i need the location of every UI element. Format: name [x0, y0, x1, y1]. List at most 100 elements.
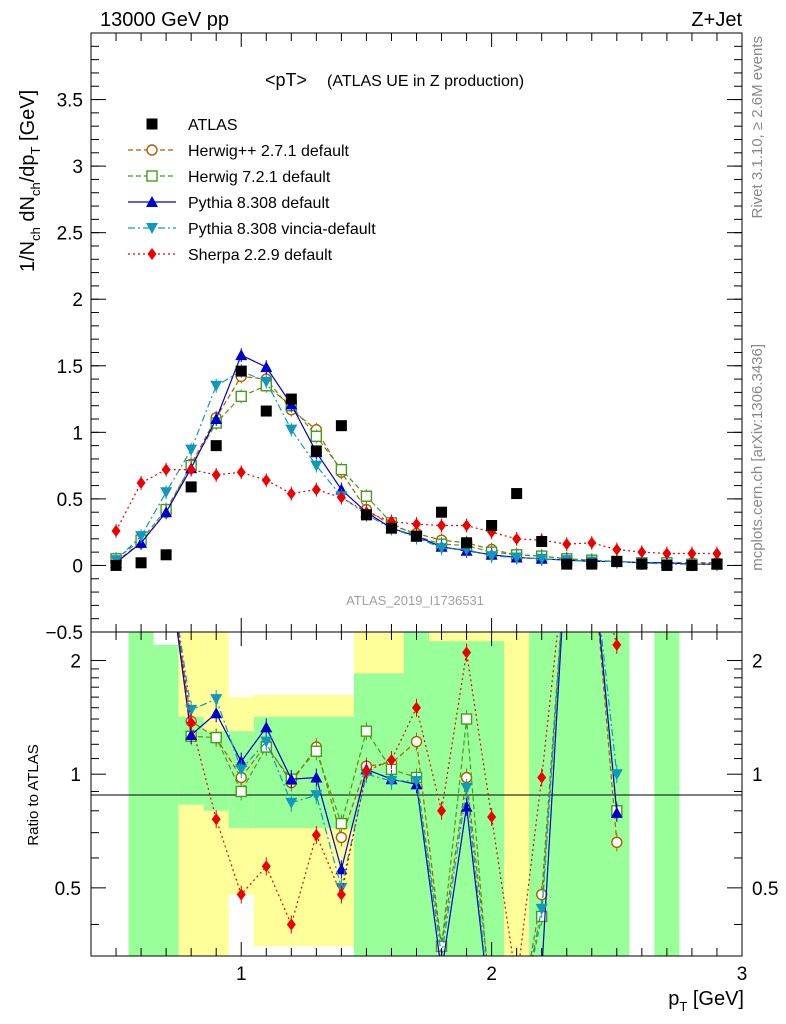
data-point: [360, 725, 373, 737]
data-point: [335, 817, 348, 830]
data-point: [612, 638, 622, 651]
data-point: [147, 248, 157, 260]
ratio-x-ticks: 1 2 3: [115, 632, 748, 985]
ratio-tick-label: 2: [70, 652, 81, 673]
data-point: [562, 538, 572, 551]
data-point: [437, 519, 447, 532]
data-point: [235, 365, 247, 377]
data-point: [311, 483, 321, 496]
data-point: [185, 704, 198, 716]
data-point: [310, 445, 322, 457]
data-point: [260, 376, 273, 388]
ratio-plot-panel: 0.5 0.5 1 1 2 2 1 2 3 Ratio to ATLAS pT [GeV]: [25, 631, 778, 1014]
data-point: [637, 546, 647, 559]
data-point: [260, 361, 273, 373]
main-plot-panel: −0.5 0 0.5 1 1.5 2 2.5 3 3.5 <pT> (ATLAS UE in Z…: [17, 32, 743, 644]
ratio-series-pythia-8-308-vincia-default: [178, 632, 623, 956]
data-point: [335, 831, 348, 844]
data-point: [210, 707, 223, 719]
y-tick-label: 2.5: [57, 224, 83, 245]
data-point: [436, 506, 448, 518]
x-axis-label: pT [GeV]: [668, 988, 744, 1014]
data-point: [612, 543, 622, 556]
data-point: [146, 170, 158, 182]
y-tick-label: 3.5: [57, 91, 83, 112]
data-point: [537, 771, 547, 784]
data-point: [186, 716, 196, 729]
ratio-tick-label: 0.5: [55, 879, 81, 900]
ratio-band: [654, 632, 680, 956]
data-point: [185, 481, 197, 493]
data-point: [410, 775, 423, 787]
plot-title-sub: (ATLAS UE in Z production): [327, 73, 524, 90]
data-point: [310, 460, 323, 472]
data-point: [361, 764, 371, 777]
data-point: [535, 903, 548, 915]
data-point: [146, 144, 158, 156]
data-point: [587, 536, 597, 549]
data-point: [487, 811, 497, 824]
data-point: [510, 552, 523, 564]
data-point: [460, 782, 473, 794]
data-point: [160, 549, 172, 561]
data-point: [285, 773, 298, 785]
data-point: [135, 557, 147, 569]
ratio-tick-label-right: 1: [752, 765, 763, 786]
data-point: [335, 463, 348, 476]
legend-label: Herwig 7.2.1 default: [188, 169, 331, 186]
watermark: ATLAS_2019_I1736531: [346, 593, 484, 608]
data-point: [661, 559, 673, 571]
x-tick-label: 1: [236, 964, 247, 985]
data-point: [462, 519, 472, 532]
data-point: [160, 487, 173, 499]
series-atlas: [110, 365, 723, 571]
data-point: [611, 836, 623, 849]
data-point: [460, 713, 473, 725]
data-point: [186, 463, 196, 476]
data-point: [160, 506, 173, 518]
ratio-tick-label: 1: [70, 765, 81, 786]
data-point: [610, 806, 623, 818]
x-tick-label: 3: [737, 964, 748, 985]
ratio-band: [504, 632, 530, 956]
data-point: [561, 558, 573, 570]
data-point: [286, 918, 296, 931]
data-point: [512, 532, 522, 545]
data-point: [535, 888, 548, 901]
main-plot-y-ticks: −0.5 0 0.5 1 1.5 2 2.5 3 3.5: [45, 45, 742, 644]
data-point: [236, 888, 246, 901]
side-mcplots: mcplots.cern.ch [arXiv:1306.3436]: [749, 344, 766, 571]
data-point: [261, 474, 271, 487]
data-point: [610, 769, 623, 781]
data-point: [235, 349, 248, 361]
data-point: [210, 694, 223, 706]
ratio-band: [178, 632, 204, 956]
ratio-band: [403, 632, 430, 956]
ratio-series: [176, 632, 623, 956]
legend-item: Pythia 8.308 default: [128, 195, 330, 212]
data-point: [310, 771, 323, 783]
data-point: [486, 520, 498, 532]
data-point: [210, 440, 222, 452]
ratio-tick-label-right: 0.5: [752, 879, 778, 900]
data-point: [136, 476, 146, 489]
data-point: [236, 466, 246, 479]
data-point: [385, 775, 398, 787]
legend-item: Herwig++ 2.7.1 default: [128, 143, 350, 160]
data-point: [686, 559, 698, 571]
legend-label: Herwig++ 2.7.1 default: [188, 143, 350, 160]
data-point: [211, 813, 221, 826]
data-point: [310, 790, 323, 802]
data-point: [336, 491, 346, 504]
legend-item: Sherpa 2.2.9 default: [128, 247, 333, 264]
data-point: [260, 405, 272, 417]
data-point: [636, 558, 648, 570]
data-point: [411, 530, 422, 542]
data-point: [210, 380, 223, 392]
data-point: [412, 701, 421, 714]
ratio-series-sherpa-2-2-9-default: [177, 632, 622, 956]
data-point: [235, 785, 247, 798]
data-point: [310, 745, 323, 757]
data-point: [185, 444, 198, 456]
